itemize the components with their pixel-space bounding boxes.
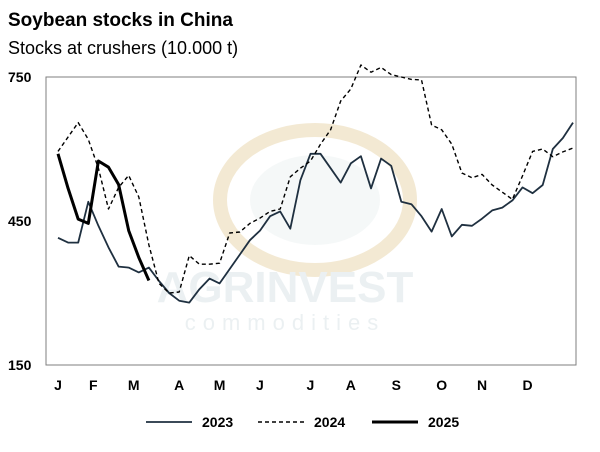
chart-subtitle: Stocks at crushers (10.000 t)	[8, 38, 239, 58]
legend: 2023 2024 2025	[146, 414, 459, 430]
x-tick-label: N	[477, 377, 487, 393]
series-line-2025	[56, 153, 151, 282]
legend-label-2023: 2023	[202, 414, 233, 430]
x-tick-label: A	[174, 377, 184, 393]
x-tick-label: S	[392, 377, 401, 393]
x-tick-label: J	[307, 377, 315, 393]
series-layer	[56, 64, 574, 304]
x-tick-label: F	[89, 377, 98, 393]
series-line-2024	[57, 64, 574, 294]
x-tick-label: J	[54, 377, 62, 393]
y-tick-label: 750	[8, 69, 32, 85]
legend-label-2024: 2024	[314, 414, 345, 430]
x-tick-label: M	[214, 377, 226, 393]
x-tick-label: A	[346, 377, 356, 393]
x-tick-label: J	[256, 377, 264, 393]
y-tick-label: 450	[8, 213, 32, 229]
watermark-subtext: commodities	[185, 310, 385, 335]
x-tick-label: M	[128, 377, 140, 393]
x-tick-label: O	[436, 377, 447, 393]
chart-title: Soybean stocks in China	[8, 10, 233, 31]
y-tick-label: 150	[8, 357, 32, 373]
watermark-logo: AGRINVEST commodities	[157, 123, 417, 335]
y-axis: 150 450 750	[8, 69, 32, 373]
x-tick-label: D	[522, 377, 532, 393]
plot-area	[45, 76, 577, 366]
watermark-text: AGRINVEST	[157, 263, 414, 312]
legend-label-2025: 2025	[428, 414, 459, 430]
